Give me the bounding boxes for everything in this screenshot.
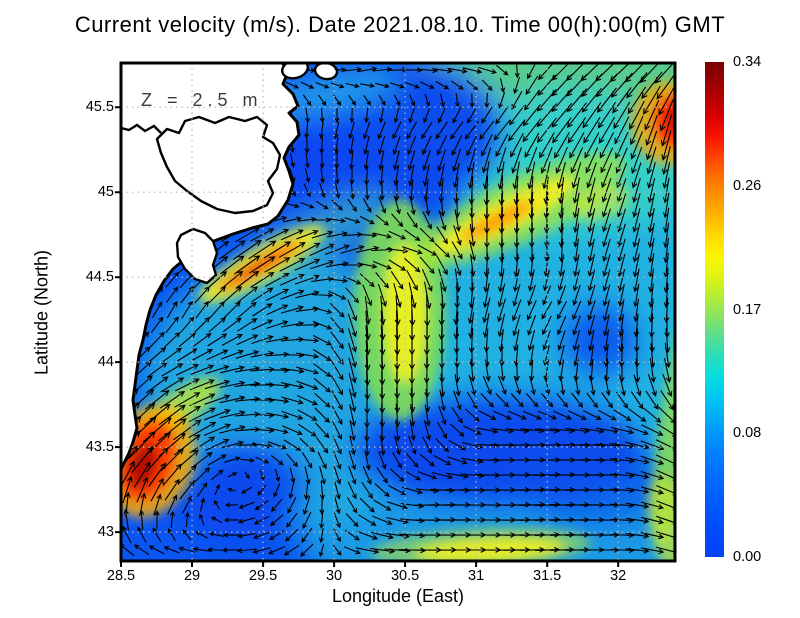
x-tick-label: 31.5 [533, 568, 562, 584]
colorbar-tick-label: 0.00 [733, 549, 762, 565]
lagoon-lake-2 [175, 227, 219, 285]
map-plot [115, 61, 677, 567]
y-tick-label: 44 [97, 354, 114, 371]
colorbar-tick-label: 0.26 [733, 177, 762, 194]
x-axis-label: Longitude (East) [331, 586, 465, 606]
colorbar-tick-label: 0.34 [733, 54, 762, 70]
y-tick-label: 44.5 [85, 269, 114, 286]
inland-boundary-line [121, 123, 162, 134]
x-tick-label: 29.5 [248, 568, 278, 584]
y-tick-label: 43.5 [85, 439, 114, 456]
x-tick-label: 30 [325, 568, 343, 584]
lagoon-lake-1 [155, 115, 282, 215]
y-tick-label: 45 [97, 184, 114, 201]
axis-tick-marks [115, 106, 620, 567]
velocity-field-features [121, 81, 675, 561]
depth-annotation: Z = 2.5 m [141, 90, 263, 110]
x-tick-label: 32 [610, 568, 627, 584]
colorbar [705, 62, 724, 557]
chart-title: Current velocity (m/s). Date 2021.08.10.… [74, 12, 726, 37]
y-tick-label: 45.5 [85, 99, 114, 116]
y-axis-label: Latitude (North) [31, 249, 52, 376]
x-tick-label: 31 [468, 568, 485, 584]
plot-frame [119, 61, 677, 563]
graticule-gridlines [121, 63, 675, 561]
current-field-svg [115, 61, 677, 567]
x-tick-label: 29 [183, 568, 201, 584]
x-tick-label: 28.5 [106, 568, 136, 584]
plot-contents [121, 63, 675, 561]
y-tick-label: 43 [97, 524, 114, 541]
colorbar-tick-label: 0.08 [733, 425, 762, 442]
x-tick-label: 30.5 [390, 568, 420, 584]
colorbar-tick-label: 0.17 [733, 301, 762, 318]
